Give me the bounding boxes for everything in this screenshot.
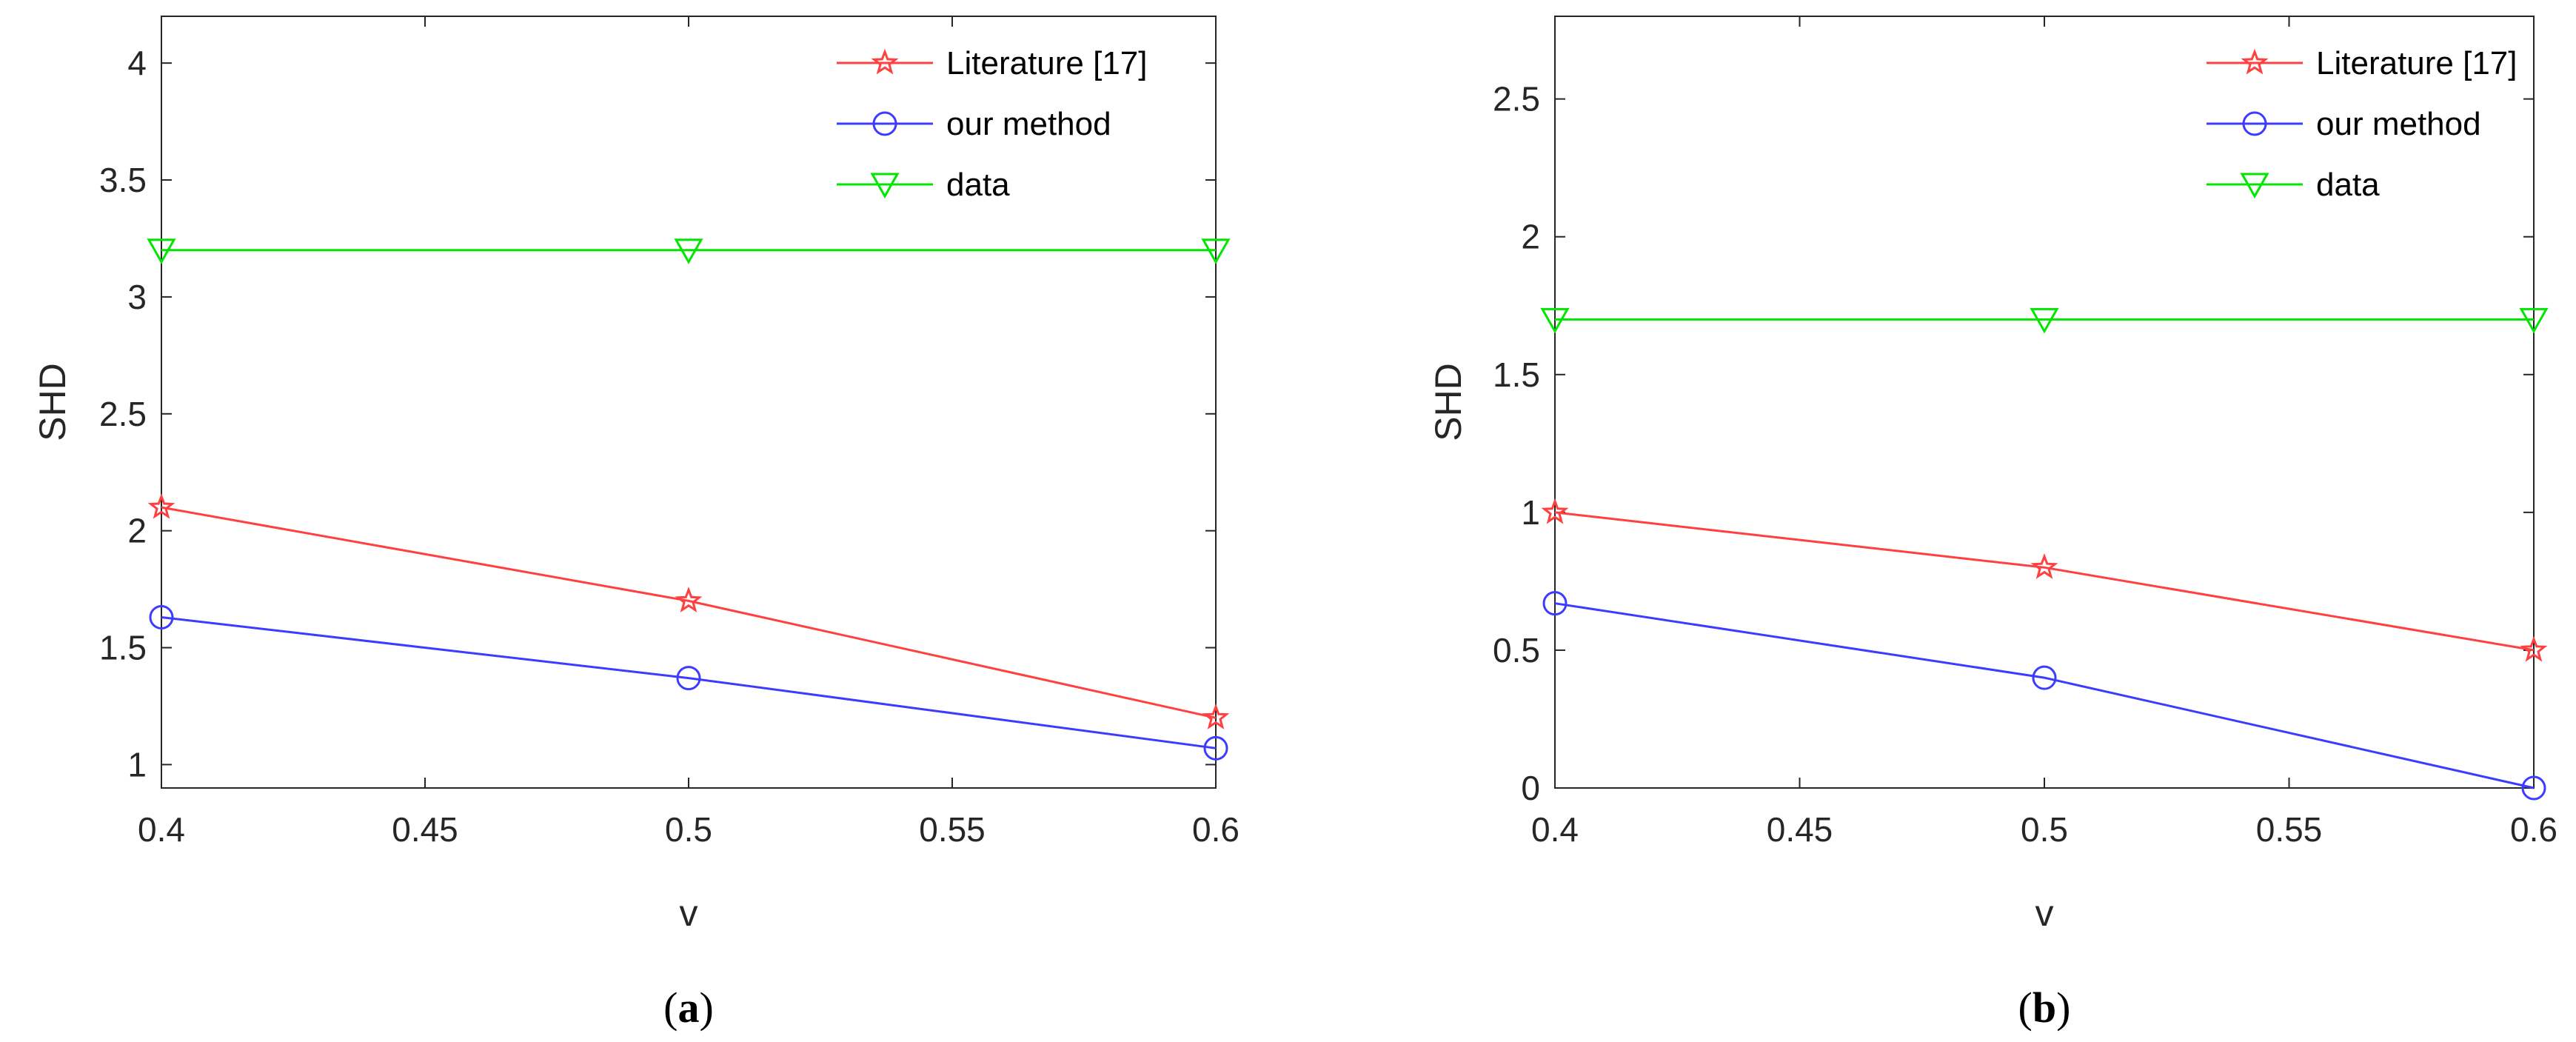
caption-close-paren-a: ) bbox=[700, 983, 714, 1032]
y-tick-label-b-0: 0 bbox=[1521, 769, 1540, 807]
legend-marker-a-0 bbox=[871, 48, 899, 75]
data-point-a-2-2 bbox=[1201, 238, 1231, 264]
x-tick-label-b-2: 0.5 bbox=[2021, 810, 2068, 849]
legend-marker-b-1 bbox=[2242, 111, 2267, 136]
x-tick-label-a-3: 0.55 bbox=[919, 810, 986, 849]
data-point-a-0-2 bbox=[1202, 704, 1230, 729]
legend-marker-b-2 bbox=[2240, 173, 2269, 199]
x-tick-label-a-1: 0.45 bbox=[392, 810, 458, 849]
caption-b: (b) bbox=[2018, 983, 2071, 1032]
data-point-b-0-0 bbox=[1541, 498, 1569, 524]
data-point-a-0-0 bbox=[147, 492, 175, 519]
legend-label-b-1: our method bbox=[2316, 106, 2481, 142]
series-line-b-1 bbox=[1554, 602, 2535, 789]
series-line-b-0 bbox=[1554, 511, 2535, 652]
chart-panel-b: 0 0.5 1 1.5 2 2.5 0.4 0.45 0.5 0.55 0.6 Literatur… bbox=[1428, 16, 2557, 1032]
legend-a: Literature [17] our method data bbox=[837, 45, 1148, 203]
y-tick-label-b-4: 2 bbox=[1521, 218, 1540, 256]
x-tick-label-b-0: 0.4 bbox=[1531, 810, 1579, 849]
series-group-b bbox=[1540, 307, 2549, 801]
plot-area-b bbox=[1554, 16, 2535, 789]
caption-open-paren-b: ( bbox=[2018, 983, 2033, 1032]
x-tick-label-a-4: 0.6 bbox=[1192, 810, 1240, 849]
y-tick-label-b-1: 0.5 bbox=[1493, 631, 1540, 669]
y-tick-label-b-5: 2.5 bbox=[1493, 80, 1540, 118]
data-point-b-1-0 bbox=[1542, 591, 1568, 616]
caption-open-paren-a: ( bbox=[663, 983, 678, 1032]
data-point-b-1-2 bbox=[2521, 775, 2546, 801]
legend-label-b-2: data bbox=[2316, 167, 2380, 203]
data-point-a-1-0 bbox=[149, 604, 174, 629]
caption-close-paren-b: ) bbox=[2056, 983, 2070, 1032]
y-tick-label-a-4: 3 bbox=[127, 278, 147, 316]
x-axis-b: 0.4 0.45 0.5 0.55 0.6 bbox=[1531, 16, 2557, 849]
x-tick-label-a-0: 0.4 bbox=[138, 810, 185, 849]
caption-letter-a: a bbox=[678, 983, 700, 1032]
y-tick-label-a-1: 1.5 bbox=[99, 629, 147, 667]
legend-marker-a-2 bbox=[870, 173, 900, 199]
y-axis-label-b: SHD bbox=[1428, 363, 1469, 441]
data-point-a-2-1 bbox=[674, 238, 703, 264]
legend-b: Literature [17] our method data bbox=[2207, 45, 2518, 203]
chart-panel-a: 1 1.5 2 2.5 3 3.5 4 0.4 0.45 0.5 0.55 0.6 Literatu… bbox=[32, 16, 1240, 1032]
legend-marker-a-1 bbox=[872, 111, 897, 136]
series-line-a-1 bbox=[161, 616, 1217, 749]
y-tick-label-b-3: 1.5 bbox=[1493, 355, 1540, 394]
data-point-b-2-2 bbox=[2519, 307, 2549, 334]
data-point-b-2-0 bbox=[1540, 307, 1570, 334]
caption-a: (a) bbox=[663, 983, 714, 1032]
x-tick-label-a-2: 0.5 bbox=[665, 810, 712, 849]
data-point-a-1-1 bbox=[676, 666, 701, 691]
legend-label-a-2: data bbox=[946, 167, 1010, 203]
data-point-a-2-0 bbox=[147, 238, 176, 264]
x-tick-label-b-1: 0.45 bbox=[1767, 810, 1833, 849]
legend-label-a-1: our method bbox=[946, 106, 1111, 142]
caption-letter-b: b bbox=[2033, 983, 2056, 1032]
plot-area-a bbox=[161, 16, 1217, 789]
legend-label-b-0: Literature [17] bbox=[2316, 45, 2518, 81]
y-tick-label-a-3: 2.5 bbox=[99, 395, 147, 433]
series-line-a-0 bbox=[161, 506, 1217, 719]
y-axis-a: 1 1.5 2 2.5 3 3.5 4 bbox=[99, 44, 1216, 784]
y-tick-label-a-6: 4 bbox=[127, 44, 147, 82]
y-tick-label-a-5: 3.5 bbox=[99, 161, 147, 199]
x-tick-label-b-4: 0.6 bbox=[2510, 810, 2557, 849]
legend-marker-b-0 bbox=[2241, 48, 2269, 75]
data-point-b-1-1 bbox=[2032, 665, 2057, 690]
y-tick-label-a-0: 1 bbox=[127, 745, 147, 784]
data-point-a-1-2 bbox=[1203, 735, 1228, 761]
data-point-b-0-2 bbox=[2520, 635, 2548, 662]
x-axis-label-a: v bbox=[680, 892, 698, 934]
x-axis-label-b: v bbox=[2035, 892, 2054, 934]
series-group-a bbox=[147, 238, 1231, 761]
y-axis-label-a: SHD bbox=[32, 363, 73, 441]
y-tick-label-b-2: 1 bbox=[1521, 493, 1540, 532]
x-axis-a: 0.4 0.45 0.5 0.55 0.6 bbox=[138, 16, 1240, 849]
legend-label-a-0: Literature [17] bbox=[946, 45, 1148, 81]
data-point-b-0-1 bbox=[2030, 553, 2058, 579]
y-tick-label-a-2: 2 bbox=[127, 512, 147, 550]
data-point-a-0-1 bbox=[675, 587, 703, 612]
data-point-b-2-1 bbox=[2030, 307, 2059, 334]
x-tick-label-b-3: 0.55 bbox=[2256, 810, 2323, 849]
